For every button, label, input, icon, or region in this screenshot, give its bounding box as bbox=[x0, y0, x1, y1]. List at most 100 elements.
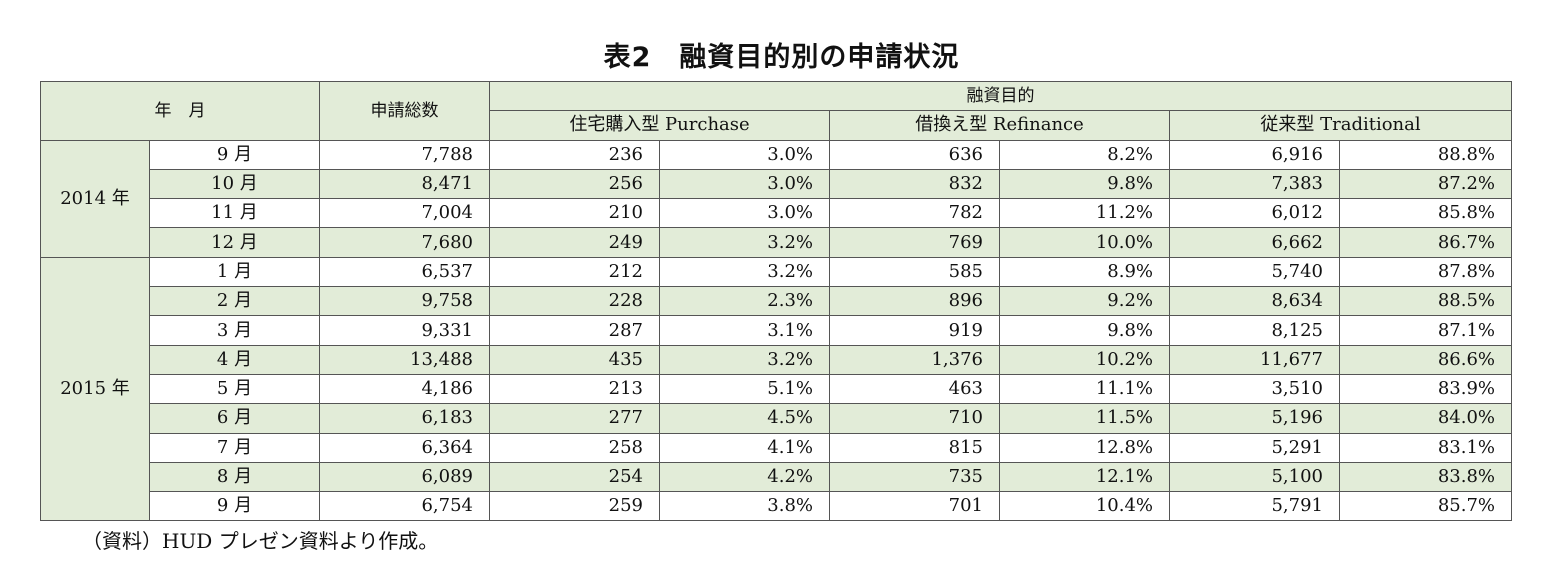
source-note: （資料）HUD プレゼン資料より作成。 bbox=[82, 529, 439, 553]
traditional-share-cell: 88.8% bbox=[1338, 139, 1513, 170]
refinance-count-cell: 769 bbox=[829, 227, 1000, 258]
purchase-share-cell: 5.1% bbox=[659, 373, 830, 405]
traditional-count-cell: 8,634 bbox=[1169, 286, 1340, 317]
table-row: 10 月 8,471 256 3.0% 832 9.8% 7,383 87.2% bbox=[41, 168, 1513, 200]
refinance-share-cell: 11.2% bbox=[999, 198, 1170, 229]
traditional-share-cell: 83.1% bbox=[1338, 432, 1513, 463]
traditional-share-cell: 87.8% bbox=[1338, 256, 1513, 288]
month-cell: 2 月 bbox=[149, 286, 320, 317]
purchase-count-cell: 256 bbox=[489, 168, 660, 200]
table-header: 年 月 申請総数 融資目的 住宅購入型 Purchase 借換え型 Refina… bbox=[40, 80, 1513, 141]
refinance-share-cell: 11.5% bbox=[999, 403, 1170, 434]
purchase-count-cell: 236 bbox=[489, 139, 660, 170]
traditional-share-cell: 87.2% bbox=[1338, 168, 1513, 200]
refinance-count-cell: 919 bbox=[829, 315, 1000, 346]
total-applications-header: 申請総数 bbox=[319, 81, 490, 141]
traditional-share-cell: 83.8% bbox=[1338, 461, 1513, 493]
refinance-count-cell: 463 bbox=[829, 373, 1000, 405]
traditional-share-cell: 86.7% bbox=[1338, 227, 1513, 258]
purchase-share-cell: 3.8% bbox=[659, 491, 830, 522]
refinance-count-cell: 636 bbox=[829, 139, 1000, 170]
purchase-share-cell: 4.1% bbox=[659, 432, 830, 463]
purchase-count-cell: 249 bbox=[489, 227, 660, 258]
total-applications-cell: 4,186 bbox=[319, 373, 490, 405]
month-cell: 8 月 bbox=[149, 461, 320, 493]
refinance-count-cell: 815 bbox=[829, 432, 1000, 463]
loan-purpose-header: 融資目的 bbox=[488, 80, 1513, 112]
purchase-count-cell: 258 bbox=[489, 432, 660, 463]
month-cell: 11 月 bbox=[149, 198, 320, 229]
purchase-count-cell: 213 bbox=[489, 373, 660, 405]
total-applications-cell: 8,471 bbox=[319, 168, 490, 200]
purchase-share-cell: 2.3% bbox=[659, 286, 830, 317]
month-cell: 5 月 bbox=[149, 373, 320, 405]
header-row-1: 年 月 申請総数 融資目的 bbox=[40, 80, 1513, 141]
total-applications-cell: 6,537 bbox=[319, 256, 490, 288]
traditional-count-cell: 3,510 bbox=[1169, 373, 1340, 405]
refinance-share-cell: 9.8% bbox=[999, 168, 1170, 200]
total-applications-cell: 7,788 bbox=[319, 139, 490, 170]
purchase-count-cell: 277 bbox=[489, 403, 660, 434]
total-applications-cell: 6,089 bbox=[319, 461, 490, 493]
traditional-count-cell: 5,291 bbox=[1169, 432, 1340, 463]
traditional-count-cell: 7,383 bbox=[1169, 168, 1340, 200]
month-cell: 9 月 bbox=[149, 139, 320, 170]
table-row: 5 月 4,186 213 5.1% 463 11.1% 3,510 83.9% bbox=[41, 373, 1513, 405]
refinance-share-cell: 10.0% bbox=[999, 227, 1170, 258]
purchase-header: 住宅購入型 Purchase bbox=[489, 110, 830, 141]
total-applications-cell: 9,331 bbox=[319, 315, 490, 346]
refinance-count-cell: 782 bbox=[829, 198, 1000, 229]
month-cell: 12 月 bbox=[149, 227, 320, 258]
purchase-share-cell: 4.5% bbox=[659, 403, 830, 434]
purchase-count-cell: 259 bbox=[489, 491, 660, 522]
table-row: 2 月 9,758 228 2.3% 896 9.2% 8,634 88.5% bbox=[41, 286, 1513, 317]
purchase-share-cell: 3.0% bbox=[659, 168, 830, 200]
traditional-count-cell: 5,196 bbox=[1169, 403, 1340, 434]
traditional-count-cell: 5,791 bbox=[1169, 491, 1340, 522]
refinance-header: 借換え型 Refinance bbox=[829, 110, 1170, 141]
refinance-share-cell: 10.4% bbox=[999, 491, 1170, 522]
table-row: 3 月 9,331 287 3.1% 919 9.8% 8,125 87.1% bbox=[41, 315, 1513, 346]
traditional-share-cell: 85.8% bbox=[1338, 198, 1513, 229]
refinance-share-cell: 9.8% bbox=[999, 315, 1170, 346]
refinance-share-cell: 9.2% bbox=[999, 286, 1170, 317]
purchase-count-cell: 254 bbox=[489, 461, 660, 493]
refinance-share-cell: 8.9% bbox=[999, 256, 1170, 288]
year-cell: 2015 年 bbox=[40, 256, 150, 522]
traditional-share-cell: 86.6% bbox=[1338, 344, 1513, 375]
purchase-share-cell: 3.2% bbox=[659, 227, 830, 258]
purchase-count-cell: 212 bbox=[489, 256, 660, 288]
total-applications-cell: 6,183 bbox=[319, 403, 490, 434]
purchase-count-cell: 210 bbox=[489, 198, 660, 229]
table-row: 6 月 6,183 277 4.5% 710 11.5% 5,196 84.0% bbox=[41, 403, 1513, 434]
table-row: 8 月 6,089 254 4.2% 735 12.1% 5,100 83.8% bbox=[41, 461, 1513, 493]
traditional-count-cell: 8,125 bbox=[1169, 315, 1340, 346]
traditional-share-cell: 85.7% bbox=[1338, 491, 1513, 522]
purchase-share-cell: 4.2% bbox=[659, 461, 830, 493]
table-row: 11 月 7,004 210 3.0% 782 11.2% 6,012 85.8% bbox=[41, 198, 1513, 229]
traditional-count-cell: 6,012 bbox=[1169, 198, 1340, 229]
refinance-count-cell: 701 bbox=[829, 491, 1000, 522]
table-row: 4 月 13,488 435 3.2% 1,376 10.2% 11,677 86.6% bbox=[41, 344, 1513, 375]
table-row: 12 月 7,680 249 3.2% 769 10.0% 6,662 86.7% bbox=[41, 227, 1513, 258]
purchase-share-cell: 3.2% bbox=[659, 256, 830, 288]
traditional-count-cell: 6,662 bbox=[1169, 227, 1340, 258]
year-month-header: 年 月 bbox=[40, 81, 320, 141]
purchase-count-cell: 287 bbox=[489, 315, 660, 346]
month-cell: 6 月 bbox=[149, 403, 320, 434]
table-row: 7 月 6,364 258 4.1% 815 12.8% 5,291 83.1% bbox=[41, 432, 1513, 463]
total-applications-cell: 6,364 bbox=[319, 432, 490, 463]
refinance-count-cell: 1,376 bbox=[829, 344, 1000, 375]
refinance-count-cell: 896 bbox=[829, 286, 1000, 317]
application-table: 年 月 申請総数 融資目的 住宅購入型 Purchase 借換え型 Refina… bbox=[40, 80, 1513, 522]
table-row: 9 月 6,754 259 3.8% 701 10.4% 5,791 85.7% bbox=[41, 491, 1513, 522]
traditional-share-cell: 84.0% bbox=[1338, 403, 1513, 434]
refinance-share-cell: 8.2% bbox=[999, 139, 1170, 170]
refinance-share-cell: 12.8% bbox=[999, 432, 1170, 463]
refinance-share-cell: 10.2% bbox=[999, 344, 1170, 375]
traditional-header: 従来型 Traditional bbox=[1168, 110, 1513, 141]
traditional-share-cell: 88.5% bbox=[1338, 286, 1513, 317]
total-applications-cell: 6,754 bbox=[319, 491, 490, 522]
